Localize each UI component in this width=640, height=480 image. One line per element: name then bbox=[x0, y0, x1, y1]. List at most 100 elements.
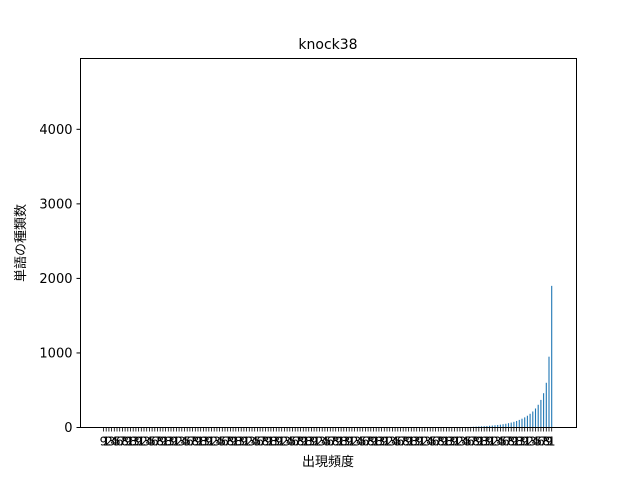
x-tick-label: 3 bbox=[248, 435, 256, 449]
bar bbox=[543, 393, 545, 428]
x-tick-label: 8 bbox=[340, 435, 348, 449]
x-tick-label: 9 bbox=[486, 435, 494, 449]
x-tick-label: 3 bbox=[318, 435, 326, 449]
x-tick-label: 6 bbox=[502, 435, 510, 449]
bar bbox=[537, 404, 539, 428]
bar bbox=[516, 420, 518, 428]
x-tick-label: 4 bbox=[461, 435, 469, 449]
x-tick-label: 1 bbox=[173, 435, 181, 449]
bar bbox=[532, 411, 534, 428]
chart-title: knock38 bbox=[298, 37, 357, 53]
x-tick-label: 4 bbox=[497, 435, 505, 449]
x-tick-label: 8 bbox=[437, 435, 445, 449]
x-tick-label: 7 bbox=[119, 435, 127, 449]
x-tick-label: 3 bbox=[108, 435, 116, 449]
x-tick-label: 8 bbox=[129, 435, 137, 449]
x-tick-label: 3 bbox=[272, 435, 280, 449]
x-tick-label: 2 bbox=[491, 435, 499, 449]
x-tick-label: 3 bbox=[178, 435, 186, 449]
x-tick-label: 7 bbox=[505, 435, 513, 449]
x-tick-label: 9 bbox=[124, 435, 132, 449]
y-tick-label: 3000 bbox=[39, 197, 72, 212]
bar bbox=[545, 382, 547, 428]
x-tick-label: 2 bbox=[456, 435, 464, 449]
x-tick-label: 4 bbox=[251, 435, 259, 449]
x-tick-label: 8 bbox=[191, 435, 199, 449]
bar bbox=[529, 413, 531, 428]
x-tick-label: 8 bbox=[402, 435, 410, 449]
x-tick-label: 3 bbox=[308, 435, 316, 449]
x-tick-label: 9 bbox=[440, 435, 448, 449]
x-tick-label: 8 bbox=[332, 435, 340, 449]
x-tick-label: 2 bbox=[245, 435, 253, 449]
x-tick-label: 2 bbox=[316, 435, 324, 449]
bar bbox=[499, 424, 501, 428]
x-tick-label: 3 bbox=[353, 435, 361, 449]
x-tick-label: 9 bbox=[380, 435, 388, 449]
x-tick-label: 3 bbox=[459, 435, 467, 449]
x-tick-label: 8 bbox=[375, 435, 383, 449]
x-tick-label: 4 bbox=[356, 435, 364, 449]
x-tick-label: 5 bbox=[218, 435, 226, 449]
x-tick-label: 3 bbox=[167, 435, 175, 449]
x-tick-label: 2 bbox=[281, 435, 289, 449]
x-tick-label: 9 bbox=[310, 435, 318, 449]
x-tick-label: 1 bbox=[372, 435, 380, 449]
x-tick-label: 9 bbox=[275, 435, 283, 449]
x-tick-label: 3 bbox=[378, 435, 386, 449]
x-tick-label: 4 bbox=[110, 435, 118, 449]
bar bbox=[548, 356, 550, 428]
bar bbox=[524, 417, 526, 428]
x-tick-label: 8 bbox=[410, 435, 418, 449]
x-tick-label: 9 bbox=[345, 435, 353, 449]
x-tick-label: 7 bbox=[329, 435, 337, 449]
x-tick-label: 3 bbox=[494, 435, 502, 449]
x-tick-label: 1 bbox=[488, 435, 496, 449]
y-axis-label: 単語の種類数 bbox=[13, 204, 29, 282]
x-tick-label: 6 bbox=[362, 435, 370, 449]
x-tick-label: 6 bbox=[291, 435, 299, 449]
x-tick-label: 3 bbox=[283, 435, 291, 449]
x-tick-label: 7 bbox=[259, 435, 267, 449]
x-tick-label: 1 bbox=[337, 435, 345, 449]
x-tick-label: 9 bbox=[521, 435, 529, 449]
x-tick-label: 7 bbox=[364, 435, 372, 449]
x-tick-label: 9 bbox=[100, 435, 108, 449]
x-tick-label-group: 9123456789183912345678918391234567891839… bbox=[100, 435, 556, 449]
bar bbox=[507, 423, 510, 428]
y-tick-group: 0 1000 2000 3000 4000 bbox=[39, 123, 81, 436]
x-tick-label: 1 bbox=[407, 435, 415, 449]
x-tick-label: 8 bbox=[200, 435, 208, 449]
x-tick-label: 8 bbox=[367, 435, 375, 449]
x-tick-label: 9 bbox=[229, 435, 237, 449]
x-tick-label: 4 bbox=[532, 435, 540, 449]
x-tick-label: 4 bbox=[181, 435, 189, 449]
x-tick-label: 8 bbox=[227, 435, 235, 449]
x-tick-label: 1 bbox=[137, 435, 145, 449]
x-tick-label: 1 bbox=[102, 435, 110, 449]
bar bbox=[534, 408, 537, 428]
x-tick-label: 1 bbox=[302, 435, 310, 449]
x-tick-label: 5 bbox=[429, 435, 437, 449]
x-tick-label: 5 bbox=[499, 435, 507, 449]
y-tick-label: 2000 bbox=[39, 272, 72, 287]
x-tick-label: 1 bbox=[197, 435, 205, 449]
x-tick-label: 1 bbox=[348, 435, 356, 449]
x-tick-label: 3 bbox=[448, 435, 456, 449]
x-tick-label: 1 bbox=[478, 435, 486, 449]
x-tick-label: 7 bbox=[294, 435, 302, 449]
x-tick-label: 7 bbox=[154, 435, 162, 449]
x-tick-label: 3 bbox=[529, 435, 537, 449]
x-tick-label: 6 bbox=[537, 435, 545, 449]
x-tick-label: 2 bbox=[105, 435, 113, 449]
x-tick-label: 9 bbox=[159, 435, 167, 449]
x-tick-label: 5 bbox=[254, 435, 262, 449]
x-tick-label: 6 bbox=[326, 435, 334, 449]
x-tick-label: 2 bbox=[351, 435, 359, 449]
x-tick-label: 9 bbox=[545, 435, 553, 449]
x-tick-label: 5 bbox=[394, 435, 402, 449]
x-tick-label: 1 bbox=[513, 435, 521, 449]
x-tick-label: 8 bbox=[472, 435, 480, 449]
